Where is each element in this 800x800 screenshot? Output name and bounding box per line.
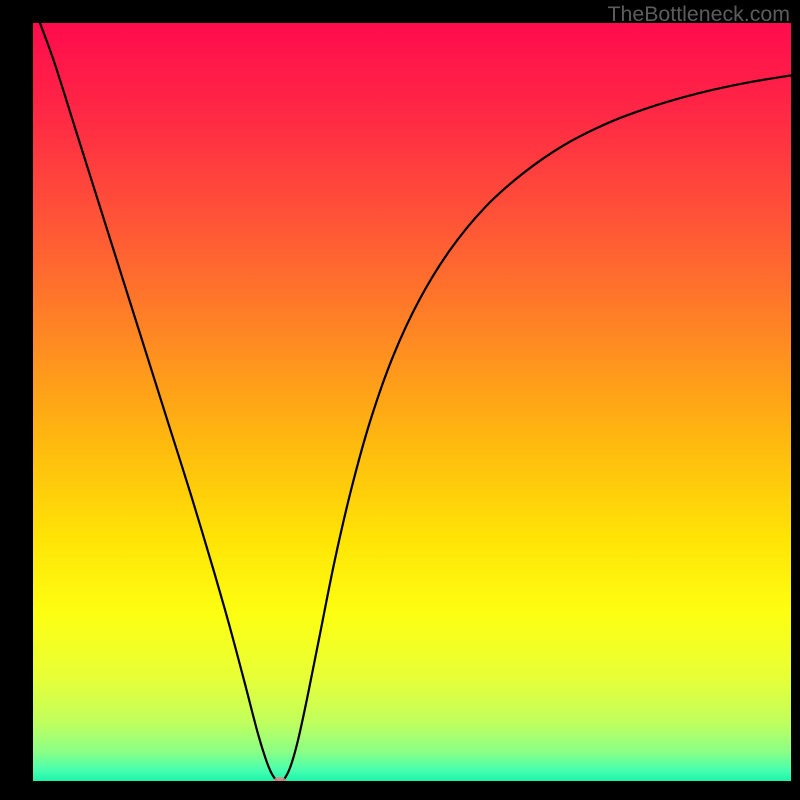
bottleneck-chart [0, 0, 800, 800]
plot-background [32, 22, 792, 782]
chart-container: TheBottleneck.com [0, 0, 800, 800]
